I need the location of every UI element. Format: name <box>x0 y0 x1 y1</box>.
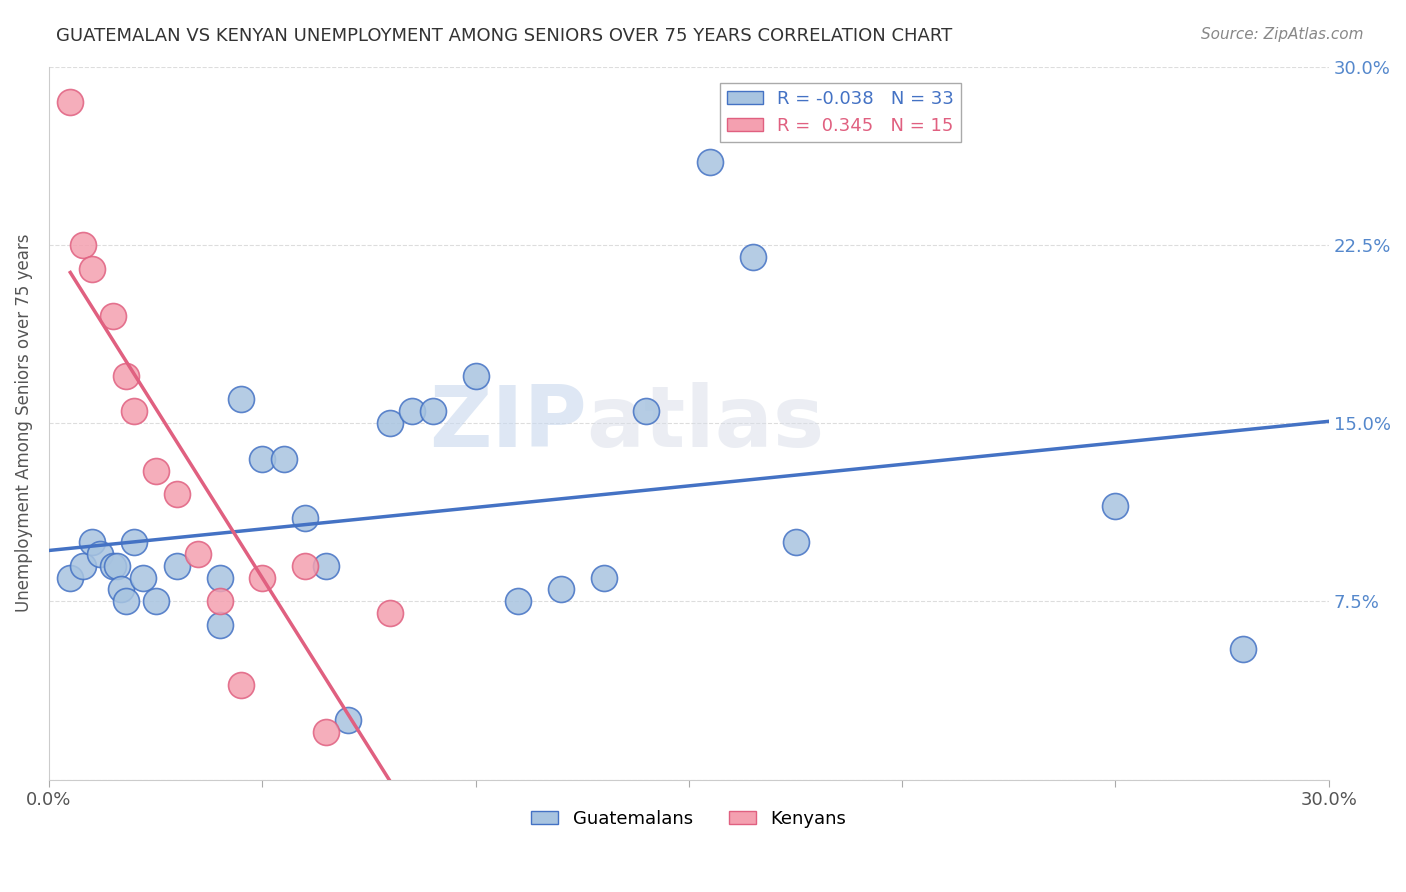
Text: atlas: atlas <box>586 382 825 465</box>
Point <box>1232 641 1254 656</box>
Point <box>422 404 444 418</box>
Point <box>187 547 209 561</box>
Point <box>380 606 402 620</box>
Point <box>592 571 614 585</box>
Point <box>550 582 572 597</box>
Point <box>315 725 337 739</box>
Point <box>101 558 124 573</box>
Point <box>72 558 94 573</box>
Point <box>464 368 486 383</box>
Point <box>315 558 337 573</box>
Point <box>229 392 252 407</box>
Legend: Guatemalans, Kenyans: Guatemalans, Kenyans <box>524 802 853 835</box>
Point <box>114 594 136 608</box>
Point <box>208 594 231 608</box>
Point <box>336 713 359 727</box>
Point <box>166 558 188 573</box>
Point <box>785 535 807 549</box>
Y-axis label: Unemployment Among Seniors over 75 years: Unemployment Among Seniors over 75 years <box>15 234 32 612</box>
Point <box>59 571 82 585</box>
Point <box>124 535 146 549</box>
Point <box>294 511 316 525</box>
Point <box>1104 500 1126 514</box>
Point <box>741 250 763 264</box>
Point <box>80 261 103 276</box>
Point <box>294 558 316 573</box>
Point <box>124 404 146 418</box>
Point <box>114 368 136 383</box>
Point <box>145 594 167 608</box>
Point <box>699 154 721 169</box>
Point <box>208 571 231 585</box>
Point <box>252 571 274 585</box>
Point <box>636 404 658 418</box>
Point <box>132 571 155 585</box>
Point <box>101 309 124 323</box>
Point <box>208 618 231 632</box>
Point <box>72 237 94 252</box>
Point <box>380 416 402 430</box>
Text: ZIP: ZIP <box>429 382 586 465</box>
Point <box>508 594 530 608</box>
Point <box>105 558 128 573</box>
Point <box>145 464 167 478</box>
Point <box>80 535 103 549</box>
Point <box>110 582 132 597</box>
Point <box>166 487 188 501</box>
Point <box>252 451 274 466</box>
Point <box>401 404 423 418</box>
Text: Source: ZipAtlas.com: Source: ZipAtlas.com <box>1201 27 1364 42</box>
Point <box>89 547 111 561</box>
Point <box>59 95 82 110</box>
Point <box>273 451 295 466</box>
Text: GUATEMALAN VS KENYAN UNEMPLOYMENT AMONG SENIORS OVER 75 YEARS CORRELATION CHART: GUATEMALAN VS KENYAN UNEMPLOYMENT AMONG … <box>56 27 952 45</box>
Point <box>229 677 252 691</box>
